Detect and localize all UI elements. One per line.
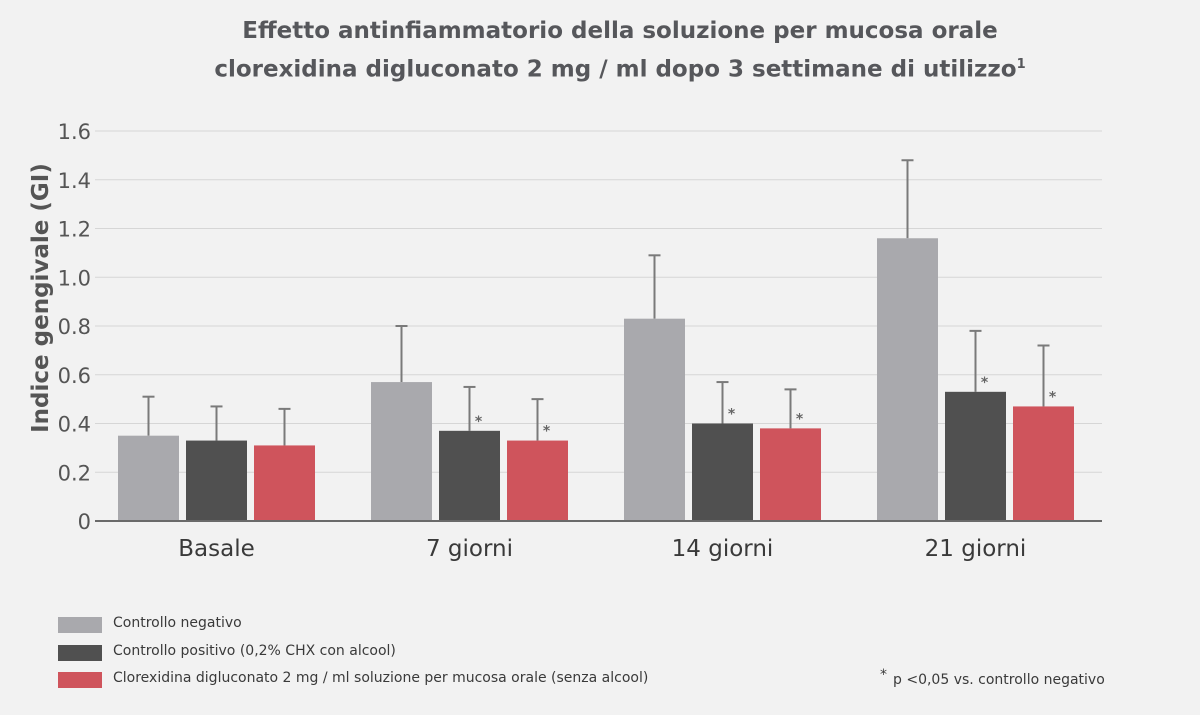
title-reference-superscript: 1 xyxy=(1016,57,1026,72)
y-tick-label: 0.2 xyxy=(58,461,91,485)
x-category-label: 21 giorni xyxy=(925,536,1027,562)
legend-swatch-controllo-negativo xyxy=(58,617,102,633)
significance-asterisk: * xyxy=(981,375,989,391)
y-tick-label: 0.8 xyxy=(58,315,91,339)
footnote-text: p <0,05 vs. controllo negativo xyxy=(893,672,1105,688)
legend-label-controllo-negativo: Controllo negativo xyxy=(113,615,242,631)
footnote-asterisk: * xyxy=(880,667,887,683)
y-tick-label: 1.4 xyxy=(58,169,91,193)
significance-footnote: * p <0,05 vs. controllo negativo xyxy=(880,667,1105,688)
chart-title-line2: clorexidina digluconato 2 mg / ml dopo 3… xyxy=(0,48,1200,87)
x-category-label: 7 giorni xyxy=(426,536,513,562)
y-axis-label: Indice gengivale (GI) xyxy=(28,163,54,433)
y-tick-label: 0.4 xyxy=(58,413,91,437)
legend-swatch-controllo-positivo xyxy=(58,645,102,661)
chart-title: Effetto antinfiammatorio della soluzione… xyxy=(0,14,1200,87)
bar xyxy=(760,428,821,521)
y-tick-label: 0 xyxy=(78,510,91,534)
significance-asterisk: * xyxy=(728,407,736,423)
bar xyxy=(371,382,432,521)
y-tick-label: 1.6 xyxy=(58,120,91,144)
y-tick-label: 1.0 xyxy=(58,266,91,290)
x-category-label: Basale xyxy=(178,536,255,562)
bar xyxy=(186,440,247,521)
significance-asterisk: * xyxy=(475,414,483,430)
bar xyxy=(507,440,568,521)
bar xyxy=(624,318,685,521)
significance-asterisk: * xyxy=(796,411,804,427)
chart-title-line1: Effetto antinfiammatorio della soluzione… xyxy=(242,18,998,44)
bar xyxy=(254,445,315,521)
legend-swatch-clorexidina xyxy=(58,672,102,688)
bar xyxy=(118,435,179,521)
bar xyxy=(877,238,938,521)
x-category-label: 14 giorni xyxy=(672,536,774,562)
bar xyxy=(692,423,753,521)
y-tick-label: 1.2 xyxy=(58,218,91,242)
bar xyxy=(1013,406,1074,521)
legend-label-clorexidina: Clorexidina digluconato 2 mg / ml soluzi… xyxy=(113,670,649,686)
y-tick-label: 0.6 xyxy=(58,364,91,388)
legend-label-controllo-positivo: Controllo positivo (0,2% CHX con alcool) xyxy=(113,643,396,659)
bar xyxy=(945,391,1006,521)
chart-title-line2-text: clorexidina digluconato 2 mg / ml dopo 3… xyxy=(214,56,1017,83)
significance-asterisk: * xyxy=(1049,389,1057,405)
significance-asterisk: * xyxy=(543,424,551,440)
bar xyxy=(439,430,500,521)
